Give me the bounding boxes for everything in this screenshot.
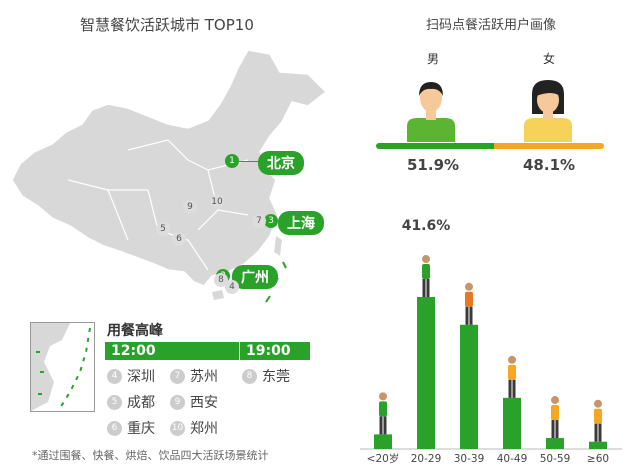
female-percentage: 48.1%	[523, 156, 576, 174]
peak-city: 5 成都	[107, 392, 155, 412]
hainan-island	[212, 290, 224, 300]
peak-city: 10 郑州	[170, 418, 218, 438]
person-icon	[508, 355, 516, 398]
person-icon	[551, 396, 559, 439]
person-icon	[422, 255, 430, 297]
gender-bar-female	[494, 143, 604, 149]
rank-badge: 4	[107, 368, 122, 384]
city-name: 郑州	[190, 421, 218, 437]
right-title: 扫码点餐活跃用户画像	[426, 18, 557, 33]
person-icon	[465, 282, 473, 325]
map-rank-6: 6	[172, 232, 186, 246]
peak-time-evening: 19:00	[240, 342, 310, 360]
bar-2	[460, 324, 478, 449]
map-rank-10: 10	[210, 195, 224, 209]
south-china-sea-inset	[30, 322, 95, 412]
bar-0	[374, 434, 392, 449]
province-lines	[67, 139, 249, 271]
rank-badge: 10	[170, 420, 185, 436]
x-tick-label: 50-59	[540, 453, 571, 465]
city-name: 西安	[190, 395, 218, 411]
x-tick-label: 40-49	[497, 453, 528, 465]
map-rank-9: 9	[183, 200, 197, 214]
peak-time-noon: 12:00	[105, 342, 239, 360]
bars	[374, 297, 607, 449]
peak-cities-col3: 8 东莞	[242, 366, 290, 386]
map-rank-8: 8	[214, 273, 228, 287]
bar-4	[546, 438, 564, 449]
bar-1	[417, 297, 435, 449]
china-map	[11, 49, 328, 303]
female-label: 女	[543, 52, 556, 66]
rank-badge: 3	[264, 214, 278, 228]
bar-3	[503, 397, 521, 449]
city-name: 深圳	[127, 369, 155, 385]
rank-badge: 7	[170, 368, 185, 384]
footnote: *通过围餐、快餐、烘焙、饮品四大活跃场景统计	[32, 449, 269, 462]
rank-badge: 5	[107, 394, 122, 410]
rank-badge: 6	[107, 420, 122, 436]
peak-city: 4 深圳	[107, 366, 155, 386]
left-title: 智慧餐饮活跃城市 TOP10	[80, 16, 254, 34]
peak-cities-col1: 4 深圳 5 成都 6 重庆	[107, 366, 155, 438]
peak-city: 7 苏州	[170, 366, 218, 386]
taiwan-island	[274, 236, 282, 256]
gender-bar-male	[376, 143, 495, 149]
x-tick-labels: <20岁 20-29 30-39 40-49 50-59 ≥60	[367, 452, 609, 465]
map-rank-7: 7	[252, 214, 266, 228]
x-tick-label: <20岁	[367, 452, 400, 465]
peak-cities-col2: 7 苏州 9 西安 10 郑州	[170, 366, 218, 438]
china-silhouette	[11, 49, 328, 287]
people-icons	[379, 255, 602, 442]
peak-city: 9 西安	[170, 392, 218, 412]
rank-badge: 9	[170, 394, 185, 410]
female-avatar-icon	[524, 80, 572, 142]
city-label-guangzhou: 广州	[232, 265, 278, 289]
person-icon	[594, 399, 602, 442]
rank-badge: 8	[242, 368, 257, 384]
bar-5	[589, 441, 607, 449]
city-name: 东莞	[262, 369, 290, 385]
male-avatar-icon	[407, 82, 455, 142]
person-icon	[379, 392, 387, 435]
rank-badge: 1	[225, 154, 239, 168]
x-tick-label: 20-29	[411, 453, 442, 465]
x-tick-label: 30-39	[454, 453, 485, 465]
city-label-shanghai: 上海	[278, 211, 324, 235]
city-label-beijing: 北京	[258, 151, 304, 175]
male-percentage: 51.9%	[407, 156, 460, 174]
peak-title: 用餐高峰	[107, 323, 163, 339]
map-rank-5: 5	[156, 222, 170, 236]
x-tick-label: ≥60	[587, 453, 609, 465]
data-label: 41.6%	[402, 218, 451, 234]
male-label: 男	[427, 52, 440, 66]
marker-line	[239, 161, 259, 162]
city-name: 苏州	[190, 369, 218, 385]
gender-ratio-bar	[376, 143, 604, 149]
peak-city: 6 重庆	[107, 418, 155, 438]
peak-city: 8 东莞	[242, 366, 290, 386]
city-name: 成都	[127, 395, 155, 411]
data-labels: 41.6%	[402, 218, 451, 234]
age-bar-chart: <20岁 20-29 30-39 40-49 50-59 ≥60 41.6%	[360, 218, 622, 465]
city-name: 重庆	[127, 421, 155, 437]
map-rank-4: 4	[225, 280, 239, 294]
